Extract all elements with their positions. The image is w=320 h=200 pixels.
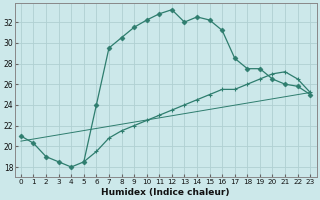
X-axis label: Humidex (Indice chaleur): Humidex (Indice chaleur) — [101, 188, 230, 197]
